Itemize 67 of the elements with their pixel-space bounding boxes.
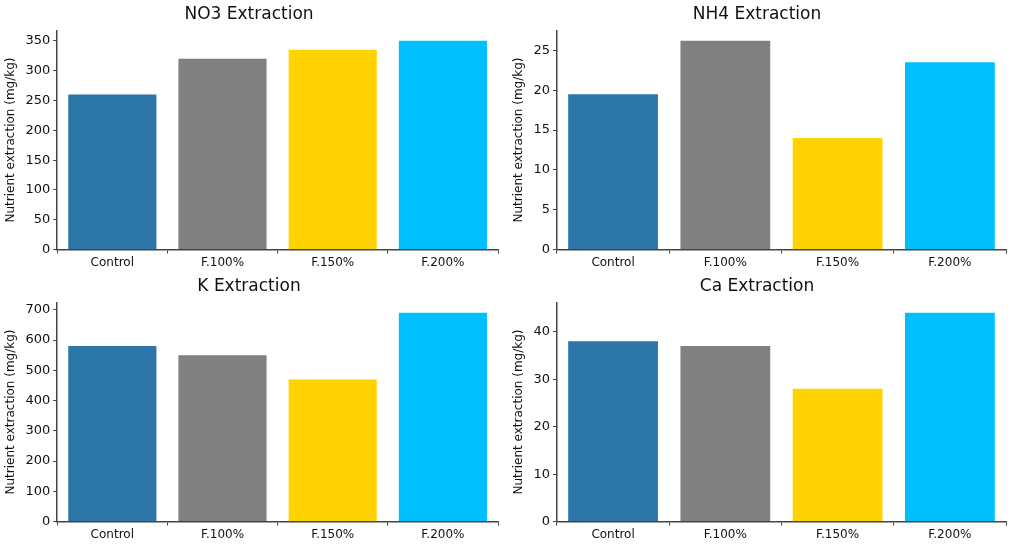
y-tick-label: 30 bbox=[533, 370, 550, 386]
y-tick-label: 5 bbox=[541, 201, 550, 217]
bar bbox=[680, 346, 771, 522]
x-tick-label: Control bbox=[90, 254, 135, 269]
y-tick-label: 50 bbox=[33, 211, 51, 227]
x-tick-label: Control bbox=[591, 254, 635, 269]
bar bbox=[68, 94, 157, 250]
y-tick-label: 10 bbox=[533, 161, 550, 177]
bar bbox=[792, 138, 883, 250]
x-tick-label: F.200% bbox=[421, 254, 465, 269]
y-tick-label: 10 bbox=[533, 465, 550, 481]
y-tick-label: 400 bbox=[25, 391, 51, 407]
bar bbox=[398, 312, 487, 522]
y-tick-label: 40 bbox=[533, 323, 550, 339]
x-tick-label: F.200% bbox=[928, 526, 972, 541]
x-tick-label: F.200% bbox=[928, 254, 972, 269]
x-tick-label: F.100% bbox=[200, 254, 245, 269]
bar bbox=[288, 49, 377, 250]
y-axis-title: Nutrient extraction (mg/kg) bbox=[3, 57, 18, 223]
bar bbox=[568, 94, 658, 250]
y-tick-label: 20 bbox=[533, 81, 550, 97]
y-tick-label: 20 bbox=[533, 418, 550, 434]
x-tick-label: F.150% bbox=[311, 254, 355, 269]
x-tick-label: F.100% bbox=[703, 526, 747, 541]
y-tick-label: 15 bbox=[533, 121, 550, 137]
y-tick-label: 0 bbox=[541, 240, 550, 256]
y-axis-title: Nutrient extraction (mg/kg) bbox=[511, 329, 526, 495]
x-tick-label: F.100% bbox=[703, 254, 747, 269]
y-axis-title: Nutrient extraction (mg/kg) bbox=[3, 329, 18, 495]
y-tick-label: 25 bbox=[533, 41, 550, 57]
bar bbox=[68, 346, 157, 522]
bar bbox=[568, 341, 658, 522]
chart-title: NH4 Extraction bbox=[692, 2, 822, 23]
x-tick-label: Control bbox=[90, 526, 135, 541]
y-tick-label: 350 bbox=[25, 32, 51, 48]
y-tick-label: 600 bbox=[25, 331, 51, 347]
bar bbox=[792, 388, 883, 522]
y-tick-label: 100 bbox=[25, 181, 51, 197]
y-tick-label: 300 bbox=[25, 422, 51, 438]
y-tick-label: 0 bbox=[41, 512, 51, 528]
y-tick-label: 150 bbox=[25, 151, 51, 167]
bar bbox=[178, 58, 267, 250]
bar bbox=[288, 379, 377, 522]
y-axis-title: Nutrient extraction (mg/kg) bbox=[511, 57, 526, 223]
chart-title: NO3 Extraction bbox=[184, 2, 314, 23]
x-tick-label: F.150% bbox=[816, 254, 860, 269]
y-tick-label: 300 bbox=[25, 62, 51, 78]
x-tick-label: Control bbox=[591, 526, 635, 541]
x-tick-label: F.200% bbox=[421, 526, 465, 541]
y-tick-label: 250 bbox=[25, 91, 51, 107]
y-tick-label: 200 bbox=[25, 121, 51, 137]
chart-title: K Extraction bbox=[197, 274, 301, 295]
x-tick-label: F.150% bbox=[816, 526, 860, 541]
chart-title: Ca Extraction bbox=[699, 274, 815, 295]
y-tick-label: 700 bbox=[25, 301, 51, 317]
y-tick-label: 0 bbox=[41, 240, 51, 256]
y-tick-label: 500 bbox=[25, 361, 51, 377]
bar bbox=[178, 355, 267, 522]
y-tick-label: 0 bbox=[541, 512, 550, 528]
bar bbox=[904, 312, 995, 522]
bar bbox=[904, 62, 995, 250]
x-tick-label: F.100% bbox=[200, 526, 245, 541]
bar bbox=[398, 40, 487, 250]
y-tick-label: 100 bbox=[25, 482, 51, 498]
bar bbox=[680, 40, 771, 250]
y-tick-label: 200 bbox=[25, 452, 51, 468]
x-tick-label: F.150% bbox=[311, 526, 355, 541]
